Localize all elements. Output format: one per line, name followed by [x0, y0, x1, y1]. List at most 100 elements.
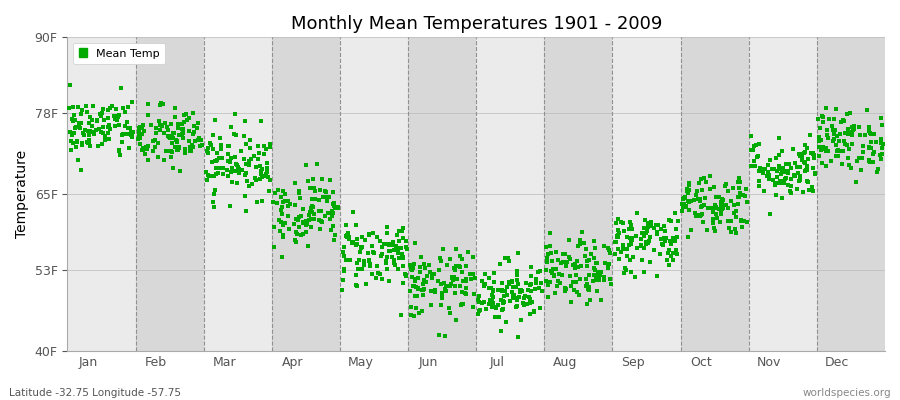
Point: [797, 168, 812, 174]
Point: [176, 125, 190, 132]
Point: [729, 214, 743, 220]
Point: [756, 170, 770, 176]
Point: [232, 168, 247, 174]
Point: [176, 120, 190, 127]
Point: [474, 300, 489, 306]
Point: [680, 190, 695, 196]
Point: [679, 202, 693, 209]
Point: [337, 244, 351, 250]
Point: [731, 194, 745, 200]
Point: [791, 170, 806, 177]
Point: [125, 134, 140, 140]
Point: [715, 201, 729, 207]
Point: [541, 250, 555, 257]
Point: [98, 137, 112, 144]
Point: [482, 275, 497, 282]
Point: [454, 300, 469, 307]
Point: [289, 229, 303, 235]
Point: [664, 239, 679, 246]
Point: [448, 245, 463, 252]
Point: [466, 254, 481, 260]
Point: [842, 146, 856, 152]
Point: [541, 282, 555, 288]
Point: [380, 266, 394, 272]
Point: [482, 301, 496, 307]
Point: [635, 257, 650, 264]
Point: [579, 275, 593, 282]
Point: [283, 201, 297, 207]
Point: [510, 277, 525, 284]
Point: [66, 140, 80, 146]
Point: [482, 284, 497, 291]
Point: [556, 258, 571, 265]
Point: [715, 196, 729, 202]
Point: [827, 130, 842, 137]
Point: [83, 114, 97, 120]
Point: [601, 265, 616, 271]
Point: [788, 172, 802, 178]
Point: [374, 253, 389, 259]
Point: [696, 219, 710, 226]
Point: [425, 271, 439, 278]
Point: [207, 172, 221, 179]
Point: [90, 118, 104, 124]
Point: [295, 206, 310, 213]
Point: [714, 207, 728, 213]
Point: [779, 168, 794, 175]
Point: [721, 188, 735, 194]
Point: [259, 160, 274, 166]
Point: [418, 278, 433, 285]
Point: [350, 266, 365, 272]
Point: [775, 148, 789, 155]
Point: [382, 248, 397, 254]
Point: [518, 280, 533, 286]
Bar: [340, 37, 408, 351]
Point: [784, 182, 798, 189]
Point: [85, 122, 99, 129]
Point: [211, 170, 225, 176]
Point: [770, 168, 784, 175]
Point: [495, 288, 509, 294]
Point: [86, 128, 101, 135]
Point: [337, 253, 351, 259]
Point: [670, 247, 684, 253]
Point: [724, 229, 739, 235]
Point: [185, 131, 200, 138]
Point: [288, 216, 302, 222]
Point: [471, 297, 485, 303]
Point: [326, 189, 340, 195]
Point: [306, 176, 320, 182]
Point: [281, 198, 295, 204]
Point: [375, 244, 390, 250]
Point: [875, 151, 889, 157]
Point: [396, 235, 410, 242]
Point: [752, 183, 766, 190]
Point: [611, 234, 625, 240]
Point: [165, 133, 179, 140]
Point: [140, 146, 154, 152]
Point: [660, 257, 674, 264]
Point: [443, 310, 457, 316]
Point: [447, 273, 462, 280]
Point: [869, 169, 884, 175]
Point: [268, 190, 283, 197]
Point: [151, 140, 166, 146]
Point: [862, 124, 877, 130]
Point: [572, 292, 587, 298]
Point: [509, 272, 524, 278]
Point: [216, 165, 230, 172]
Point: [315, 219, 329, 226]
Point: [455, 300, 470, 307]
Point: [511, 281, 526, 288]
Point: [435, 295, 449, 302]
Point: [807, 152, 822, 158]
Point: [454, 269, 469, 276]
Point: [83, 143, 97, 149]
Point: [524, 264, 538, 270]
Point: [313, 186, 328, 193]
Point: [274, 194, 288, 200]
Point: [438, 283, 453, 290]
Point: [827, 136, 842, 142]
Point: [276, 234, 291, 240]
Point: [363, 261, 377, 268]
